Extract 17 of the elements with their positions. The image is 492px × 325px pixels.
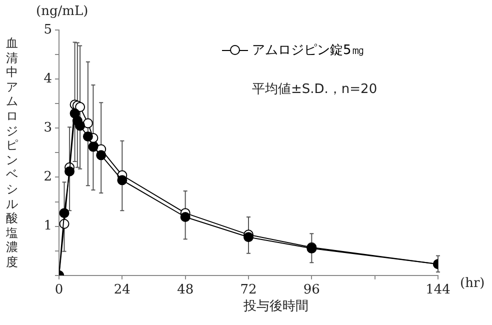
x-axis-title: 投与後時間: [242, 298, 310, 315]
x-tick-label: 24: [114, 282, 130, 298]
x-tick-label: 48: [177, 282, 194, 298]
y-tick-label: 2: [44, 170, 52, 185]
x-tick-label: 96: [303, 282, 320, 298]
x-tick-label: 0: [54, 282, 64, 298]
y-tick-label: 3: [44, 120, 52, 136]
annotation: 平均値±S.D.，n=20: [252, 81, 378, 98]
x-tick-label: 144: [426, 282, 450, 298]
x-tick-label: 72: [240, 282, 257, 298]
y-tick-label: 1: [44, 218, 52, 234]
legend-label: アムロジピン錠5㎎: [252, 42, 364, 58]
y-tick-label: 5: [44, 22, 52, 38]
text: (ng/mL): [36, 4, 88, 19]
y-tick-label: 4: [44, 71, 52, 86]
text: 血清中アムロジピンベシル酸塩濃度: [6, 36, 18, 269]
text: (hr): [460, 276, 485, 291]
